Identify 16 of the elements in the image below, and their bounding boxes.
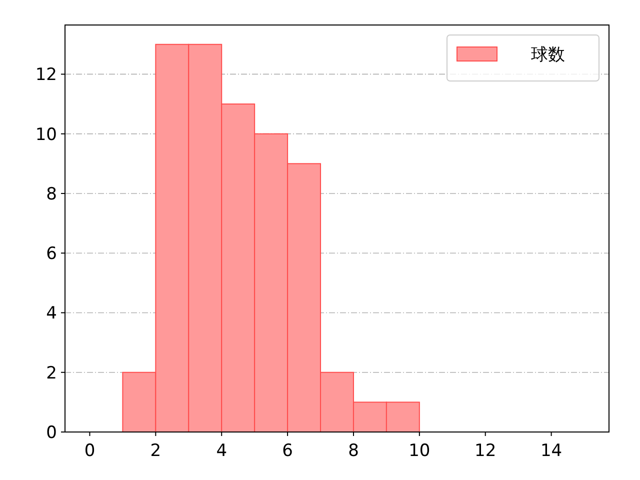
x-tick-label: 0	[84, 441, 96, 461]
x-tick-label: 12	[474, 441, 496, 461]
legend-label: 球数	[531, 44, 565, 65]
x-tick-label: 2	[150, 441, 162, 461]
x-tick-label: 10	[408, 441, 430, 461]
x-tick-label: 14	[540, 441, 562, 461]
x-tick-label: 6	[282, 441, 293, 461]
y-tick-label: 4	[46, 304, 57, 324]
y-tick-label: 6	[46, 244, 57, 264]
x-tick-label: 4	[216, 441, 228, 461]
y-tick-label: 12	[35, 65, 57, 86]
y-tick-label: 0	[46, 422, 57, 443]
y-tick-label: 2	[46, 363, 57, 384]
y-tick-label: 8	[46, 184, 57, 204]
y-tick-label: 10	[35, 124, 57, 145]
x-tick-label: 8	[348, 441, 359, 461]
